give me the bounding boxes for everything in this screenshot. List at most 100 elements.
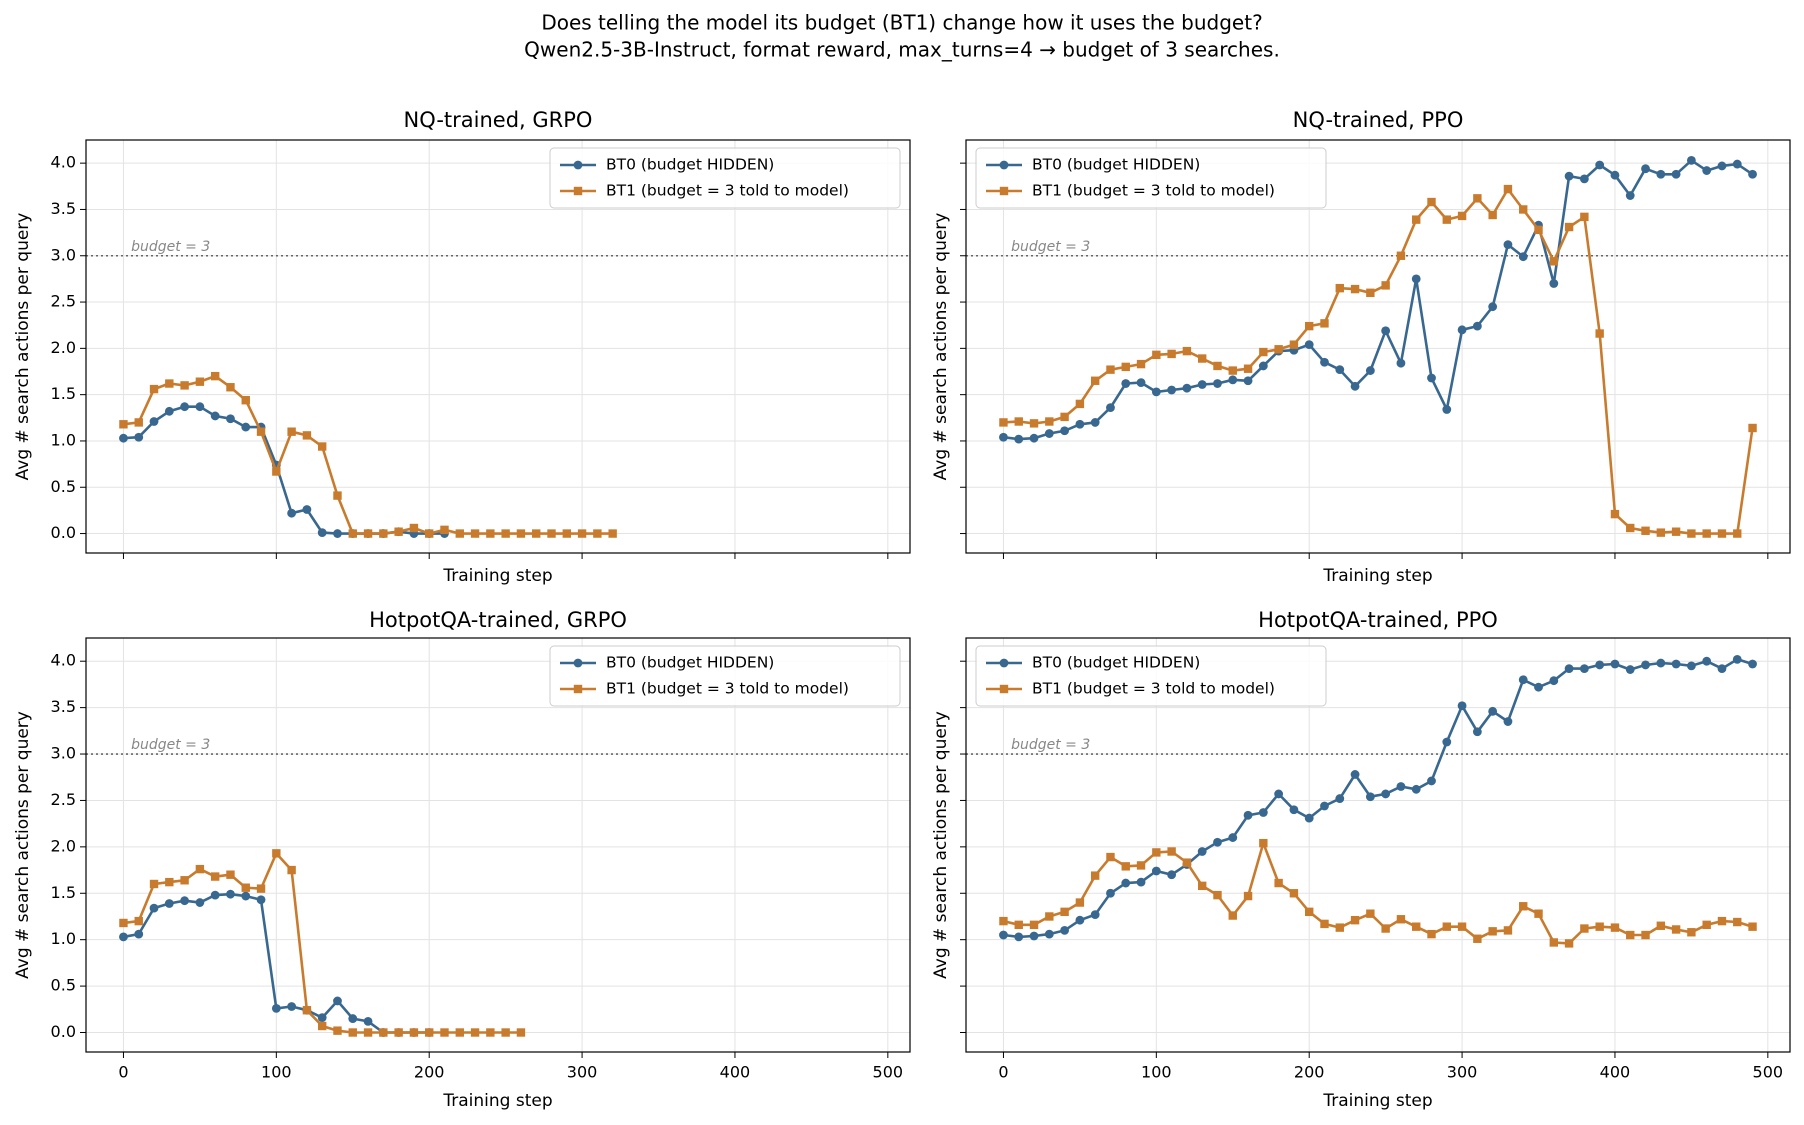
data-point (1106, 888, 1115, 898)
data-point (1090, 871, 1100, 880)
y-tick-label: 3.5 (51, 199, 76, 218)
y-tick-label: 1.0 (51, 430, 76, 449)
data-point (1564, 664, 1574, 674)
data-point (1595, 160, 1605, 170)
y-tick-label: 2.5 (51, 790, 76, 809)
data-point (547, 529, 556, 538)
data-point (1259, 347, 1268, 357)
data-point (1732, 159, 1742, 169)
data-point (1549, 257, 1559, 266)
data-point (1503, 717, 1513, 726)
data-point (333, 529, 342, 538)
data-point (195, 898, 205, 907)
data-point (226, 870, 235, 879)
data-point (1579, 664, 1589, 674)
data-point (1564, 939, 1574, 948)
data-point (1213, 379, 1222, 388)
data-point (1488, 302, 1498, 312)
data-point (1320, 919, 1329, 929)
data-point (1656, 169, 1666, 179)
data-point (1641, 930, 1650, 940)
data-point (302, 431, 312, 440)
data-point (317, 442, 327, 451)
data-point (164, 406, 174, 416)
x-tick-label: 0 (998, 1063, 1008, 1082)
data-point (134, 432, 144, 442)
data-point (1029, 433, 1039, 443)
data-point (1090, 910, 1100, 920)
legend-marker (999, 684, 1009, 694)
data-point (1289, 805, 1299, 815)
data-point (1579, 174, 1589, 184)
data-point (1121, 862, 1130, 871)
data-point (1335, 365, 1345, 375)
data-point (440, 525, 449, 535)
data-point (1243, 810, 1253, 820)
data-point (256, 895, 266, 905)
data-point (1258, 808, 1268, 817)
annotation: budget = 3 (1011, 737, 1090, 753)
x-tick-label: 200 (414, 1063, 445, 1082)
data-point (226, 889, 235, 899)
data-point (1060, 426, 1070, 436)
data-point (1381, 281, 1390, 290)
data-point (1106, 403, 1115, 413)
data-point (999, 930, 1008, 940)
legend-label: BT1 (budget = 3 told to model) (606, 680, 849, 698)
data-point (1014, 417, 1023, 426)
data-point (1259, 838, 1268, 848)
data-point (1686, 155, 1696, 165)
data-point (1457, 701, 1467, 711)
data-point (1213, 361, 1222, 371)
data-point (409, 1028, 419, 1037)
data-point (210, 890, 220, 900)
data-point (302, 1006, 312, 1015)
data-point (1656, 528, 1666, 537)
y-tick-label: 2.0 (51, 836, 76, 855)
annotation: budget = 3 (131, 239, 210, 255)
data-point (1366, 909, 1375, 918)
data-point (1702, 656, 1712, 666)
subplot-title: HotpotQA-trained, PPO (1258, 608, 1498, 632)
data-point (1534, 682, 1543, 692)
data-point (1029, 920, 1039, 930)
data-point (1580, 212, 1589, 222)
data-point (287, 865, 296, 875)
data-point (1472, 321, 1482, 331)
data-point (1136, 359, 1146, 369)
data-point (1060, 412, 1069, 422)
data-point (1442, 737, 1452, 747)
data-point (119, 918, 128, 928)
data-point (149, 903, 159, 913)
subplot: NQ-trained, PPO budget = 3 Training step Av… (931, 108, 1791, 586)
data-point (1625, 191, 1635, 200)
data-point (1381, 924, 1390, 933)
data-point (1136, 378, 1146, 388)
series-line (123, 405, 445, 535)
data-point (302, 505, 312, 514)
data-point (1427, 776, 1436, 786)
data-point (1626, 523, 1635, 533)
data-point (440, 1028, 449, 1037)
subplot: NQ-trained, GRPO 0.0 0.5 1.0 1.5 2.0 2.5 3.0 3.5… (13, 108, 911, 586)
x-tick-label: 500 (1753, 1063, 1784, 1082)
data-point (1564, 222, 1574, 232)
data-point (317, 1021, 327, 1031)
data-point (501, 529, 510, 538)
y-tick-label: 3.0 (51, 744, 76, 763)
data-point (1182, 383, 1192, 393)
plot-frame (965, 139, 1791, 554)
data-point (1473, 194, 1482, 203)
data-point (1457, 922, 1467, 931)
data-point (1626, 930, 1635, 940)
legend-marker (573, 658, 583, 668)
legend-label: BT1 (budget = 3 told to model) (1032, 680, 1275, 698)
subplot-title: NQ-trained, GRPO (404, 108, 593, 132)
legend-label: BT0 (budget HIDDEN) (606, 654, 774, 672)
data-point (1365, 792, 1375, 802)
data-point (1090, 418, 1100, 427)
data-point (1136, 861, 1146, 870)
data-point (1733, 529, 1742, 538)
data-point (1748, 659, 1757, 669)
data-point (1197, 380, 1207, 389)
